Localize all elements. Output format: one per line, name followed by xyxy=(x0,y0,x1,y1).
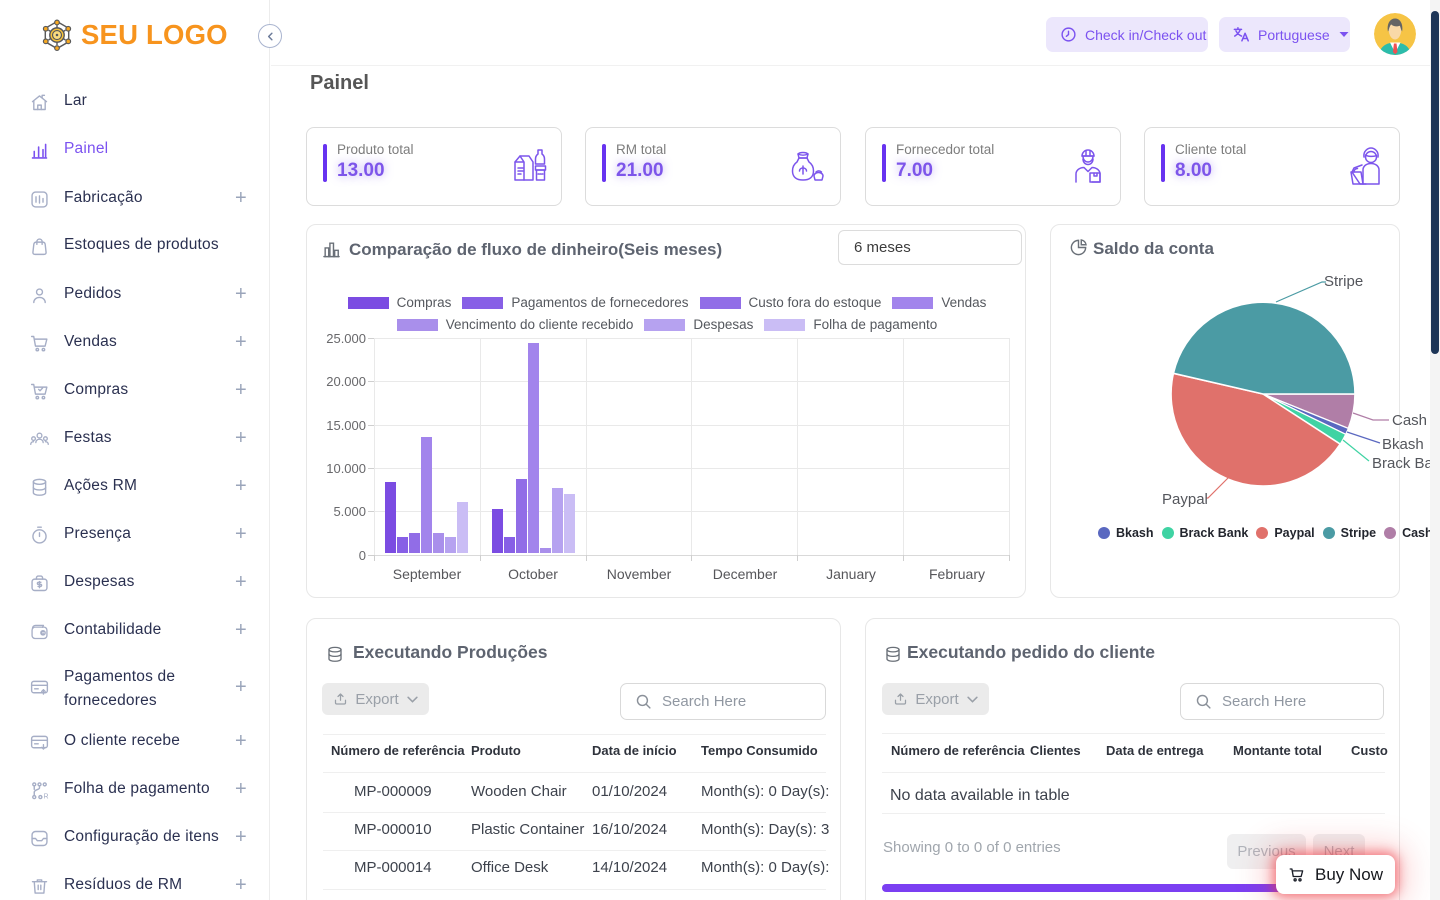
svg-text:R: R xyxy=(43,793,48,800)
